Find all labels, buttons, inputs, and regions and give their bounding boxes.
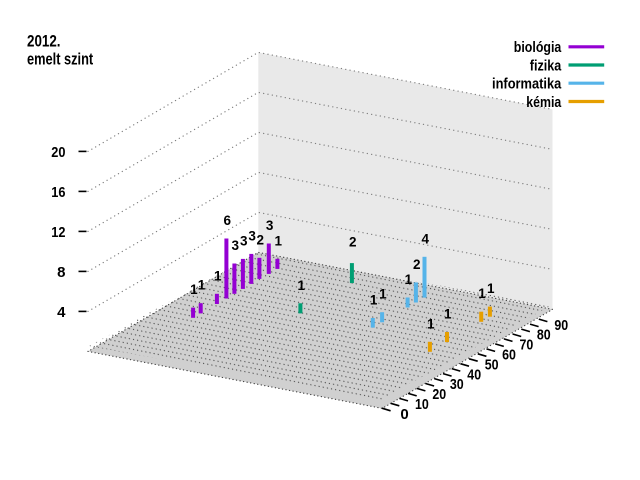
svg-text:1: 1 [478, 286, 486, 301]
svg-text:3: 3 [240, 233, 248, 248]
svg-text:6: 6 [223, 213, 231, 228]
svg-text:1: 1 [405, 272, 413, 287]
svg-text:1: 1 [370, 293, 378, 308]
svg-text:1: 1 [487, 281, 495, 296]
svg-text:70: 70 [520, 337, 534, 354]
svg-text:90: 90 [554, 317, 568, 334]
svg-text:20: 20 [51, 144, 65, 161]
svg-text:1: 1 [427, 316, 435, 331]
svg-text:1: 1 [198, 278, 206, 293]
svg-text:3: 3 [266, 218, 274, 233]
svg-text:50: 50 [485, 356, 499, 373]
svg-text:1: 1 [214, 268, 222, 283]
svg-text:1: 1 [297, 278, 305, 293]
svg-text:1: 1 [274, 233, 282, 248]
svg-text:4: 4 [422, 231, 430, 246]
svg-text:4: 4 [57, 304, 66, 321]
svg-text:kémia: kémia [526, 94, 562, 111]
svg-text:1: 1 [190, 282, 198, 297]
svg-text:fizika: fizika [530, 57, 562, 74]
svg-text:informatika: informatika [492, 76, 562, 93]
svg-text:biológia: biológia [514, 39, 562, 56]
svg-text:3: 3 [231, 238, 239, 253]
svg-text:1: 1 [379, 287, 387, 302]
svg-text:0: 0 [400, 406, 408, 423]
svg-text:10: 10 [415, 396, 429, 413]
svg-text:20: 20 [432, 386, 446, 403]
svg-text:1: 1 [444, 307, 452, 322]
svg-text:2: 2 [349, 235, 357, 250]
svg-text:8: 8 [57, 264, 65, 281]
svg-text:12: 12 [51, 224, 65, 241]
svg-text:emelt szint: emelt szint [27, 50, 93, 69]
svg-text:3: 3 [248, 228, 256, 243]
svg-text:40: 40 [467, 366, 481, 383]
svg-text:80: 80 [537, 327, 551, 344]
svg-text:2: 2 [413, 257, 421, 272]
svg-text:60: 60 [502, 347, 516, 364]
svg-text:2012.: 2012. [27, 32, 61, 51]
svg-text:16: 16 [51, 184, 65, 201]
svg-text:30: 30 [450, 376, 464, 393]
svg-text:2: 2 [256, 232, 264, 247]
